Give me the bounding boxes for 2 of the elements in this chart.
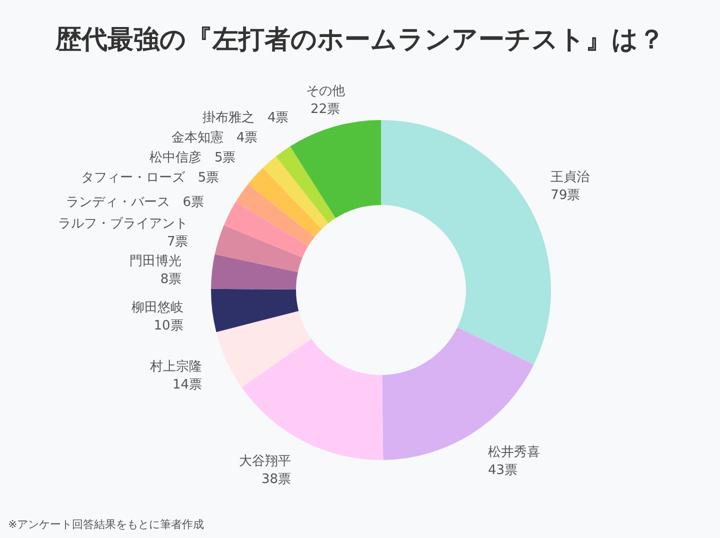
chart-title: 歴代最強の『左打者のホームランアーチスト』は？ [54,25,664,55]
text: ※アンケート回答結果をもとに筆者作成 [8,518,204,531]
